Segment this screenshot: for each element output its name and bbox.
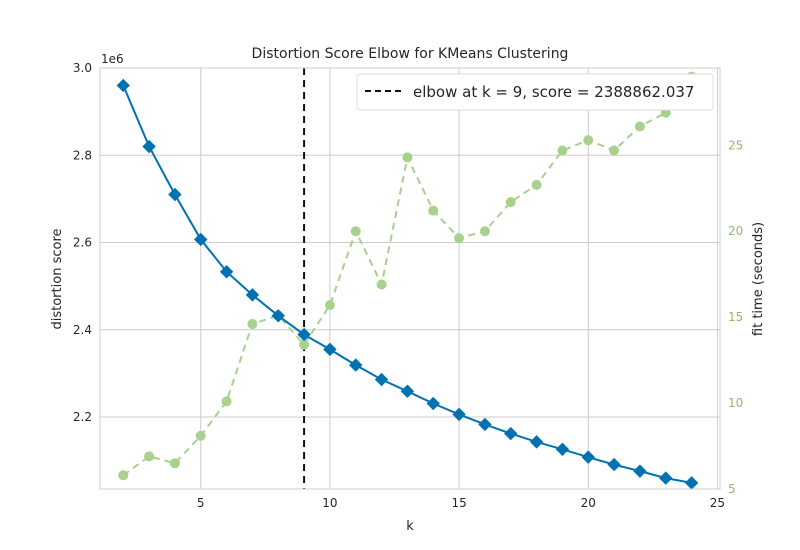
- fit-time-point: [609, 145, 620, 156]
- x-axis-label: k: [406, 519, 414, 534]
- y2-tick-label: 20: [728, 224, 743, 238]
- y-tick-label: 2.4: [73, 323, 92, 337]
- fit-time-point: [634, 121, 645, 132]
- legend-box: [356, 73, 714, 111]
- fit-time-point: [505, 197, 516, 208]
- y-offset-text: 1e6: [101, 52, 124, 66]
- distortion-point: [297, 327, 311, 342]
- distortion-point: [142, 139, 156, 154]
- x-tick-label: 15: [451, 496, 466, 510]
- y2-tick-label: 25: [728, 138, 743, 152]
- y-tick-label: 2.6: [73, 236, 92, 250]
- fit-time-point: [118, 470, 129, 481]
- distortion-series: [116, 78, 699, 490]
- distortion-point: [633, 464, 647, 478]
- fit-time-point: [144, 451, 155, 462]
- y-tick-label: 2.2: [73, 410, 92, 424]
- fit-time-line: [122, 76, 693, 477]
- y-tick-label: 2.8: [73, 148, 92, 162]
- distortion-point: [452, 407, 466, 422]
- distortion-point: [426, 396, 440, 411]
- distortion-point: [219, 265, 234, 279]
- fit-time-point: [324, 300, 335, 311]
- distortion-point: [400, 384, 415, 398]
- fit-time-point: [376, 279, 387, 290]
- x-tick-label: 25: [710, 496, 725, 510]
- distortion-point: [607, 457, 621, 472]
- fit-time-point: [402, 152, 413, 163]
- distortion-point: [349, 358, 363, 372]
- y2-tick-label: 15: [728, 310, 743, 324]
- y-axis-label: distortion score: [50, 229, 65, 330]
- distortion-point: [478, 417, 492, 432]
- fit-time-point: [221, 396, 232, 407]
- fit-time-point: [350, 226, 361, 237]
- chart-title: Distortion Score Elbow for KMeans Cluste…: [252, 46, 569, 62]
- distortion-line: [122, 85, 692, 484]
- x-tick-label: 20: [581, 496, 596, 510]
- distortion-point: [374, 372, 389, 387]
- fit-time-point: [583, 135, 594, 146]
- distortion-point: [168, 187, 182, 202]
- distortion-point: [581, 450, 595, 464]
- distortion-point: [245, 288, 260, 302]
- fit-time-point: [479, 226, 490, 237]
- distortion-point: [116, 78, 130, 93]
- legend: elbow at k = 9, score = 2388862.037: [356, 73, 714, 111]
- y2-tick-label: 5: [728, 482, 736, 496]
- fit-time-point: [169, 458, 180, 469]
- distortion-point: [684, 476, 699, 490]
- fit-time-point: [247, 319, 258, 330]
- fit-time-series: [118, 71, 697, 481]
- fit-time-point: [454, 233, 465, 244]
- plot-frame: [99, 67, 721, 490]
- y2-tick-label: 10: [728, 396, 743, 410]
- distortion-point: [555, 442, 570, 457]
- fit-time-point: [531, 179, 542, 190]
- x-tick-label: 5: [197, 496, 205, 510]
- fit-time-point: [428, 205, 439, 216]
- axes: 5 10 15 20 25 2.2 2.4 2.6 2.8 3.0 5 10 15 20 25: [73, 61, 743, 510]
- y2-axis-label: fit time (seconds): [751, 222, 766, 336]
- x-tick-label: 10: [322, 496, 337, 510]
- fit-time-point: [195, 430, 206, 441]
- legend-label: elbow at k = 9, score = 2388862.037: [413, 83, 694, 101]
- distortion-point: [194, 232, 208, 247]
- fit-time-point: [299, 339, 310, 350]
- distortion-point: [529, 435, 544, 449]
- grid: [100, 67, 720, 489]
- distortion-point: [659, 471, 673, 485]
- distortion-point: [504, 426, 518, 441]
- y-tick-label: 3.0: [73, 61, 92, 75]
- fit-time-point: [557, 145, 568, 156]
- distortion-point: [271, 309, 285, 323]
- distortion-point: [323, 342, 337, 357]
- series-group: [116, 71, 699, 490]
